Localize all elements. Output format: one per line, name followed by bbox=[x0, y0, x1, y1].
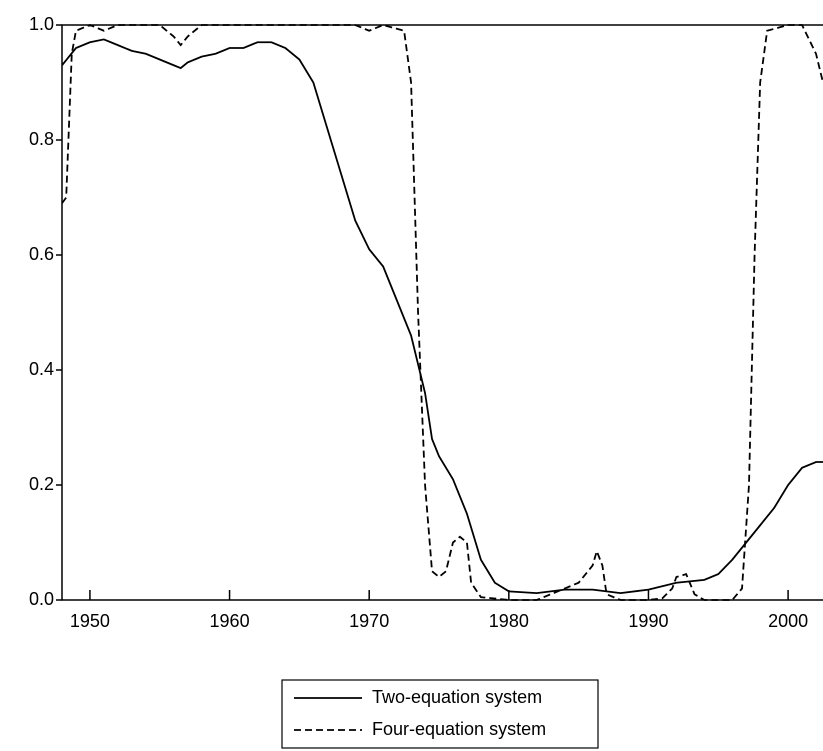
y-tick-label: 0.8 bbox=[29, 129, 54, 149]
series-line bbox=[62, 38, 823, 595]
y-tick-label: 0.0 bbox=[29, 589, 54, 609]
legend-label: Two-equation system bbox=[372, 687, 542, 707]
y-tick-label: 0.4 bbox=[29, 359, 54, 379]
y-tick-label: 1.0 bbox=[29, 14, 54, 34]
y-tick-label: 0.2 bbox=[29, 474, 54, 494]
x-tick-label: 1970 bbox=[349, 611, 389, 631]
x-tick-label: 1950 bbox=[70, 611, 110, 631]
x-tick-label: 1980 bbox=[489, 611, 529, 631]
x-tick-label: 1990 bbox=[628, 611, 668, 631]
legend-label: Four-equation system bbox=[372, 719, 546, 739]
x-tick-label: 1960 bbox=[210, 611, 250, 631]
y-tick-label: 0.6 bbox=[29, 244, 54, 264]
legend-box bbox=[281, 679, 599, 749]
x-tick-label: 2000 bbox=[768, 611, 808, 631]
plot-frame bbox=[61, 24, 823, 601]
series-line bbox=[62, 24, 823, 601]
